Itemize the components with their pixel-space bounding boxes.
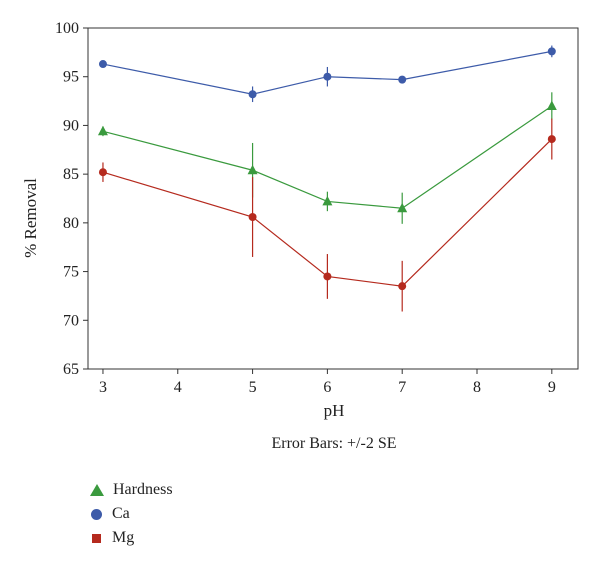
y-tick-label: 100 (55, 20, 79, 37)
x-tick-label: 8 (473, 379, 481, 396)
x-tick-label: 6 (323, 379, 331, 396)
x-axis-title: pH (324, 401, 345, 420)
data-point (97, 125, 108, 136)
legend-label-hardness: Hardness (113, 481, 173, 498)
legend-item-mg: Mg (88, 526, 173, 550)
data-point (248, 90, 257, 99)
legend-item-hardness: Hardness (88, 478, 173, 502)
data-point (248, 213, 257, 222)
x-tick-label: 5 (249, 379, 257, 396)
y-tick-label: 75 (63, 264, 79, 281)
axes: 3 4 5 6 7 8 9 65 70 75 80 85 90 95 100 (55, 20, 579, 396)
series-mg (98, 118, 556, 312)
x-tick-label: 4 (174, 379, 182, 396)
data-point (398, 75, 407, 84)
series-hardness (97, 92, 557, 224)
plot-frame (87, 27, 579, 370)
data-point (547, 47, 556, 56)
chart: 3 4 5 6 7 8 9 65 70 75 80 85 90 95 100 pH % Removal Er… (21, 20, 579, 452)
data-point (98, 60, 107, 69)
square-marker-icon (92, 533, 101, 543)
data-point (547, 135, 556, 144)
data-point (322, 195, 333, 206)
data-point (323, 272, 332, 281)
circle-marker-icon (91, 508, 102, 520)
x-tick-label: 9 (548, 379, 556, 396)
data-point (247, 164, 258, 175)
legend-label-mg: Mg (112, 529, 135, 546)
legend: Hardness Ca Mg (88, 478, 173, 550)
triangle-marker-icon (90, 484, 104, 496)
y-tick-label: 90 (63, 117, 79, 134)
data-point (397, 202, 408, 213)
y-axis-title: % Removal (21, 178, 40, 258)
data-point (323, 72, 332, 81)
series-ca (98, 45, 556, 103)
series-layer (97, 45, 557, 312)
data-point (398, 282, 407, 291)
x-tick-label: 3 (99, 379, 107, 396)
legend-label-ca: Ca (112, 505, 130, 522)
error-bar-note: Error Bars: +/-2 SE (272, 435, 397, 452)
y-tick-label: 80 (63, 215, 79, 232)
legend-item-ca: Ca (88, 502, 173, 526)
data-point (546, 100, 557, 110)
y-tick-label: 65 (63, 361, 79, 378)
y-tick-label: 70 (63, 312, 79, 329)
data-point (98, 168, 107, 177)
y-tick-label: 85 (63, 166, 79, 183)
y-tick-label: 95 (63, 69, 79, 86)
x-tick-label: 7 (398, 379, 406, 396)
